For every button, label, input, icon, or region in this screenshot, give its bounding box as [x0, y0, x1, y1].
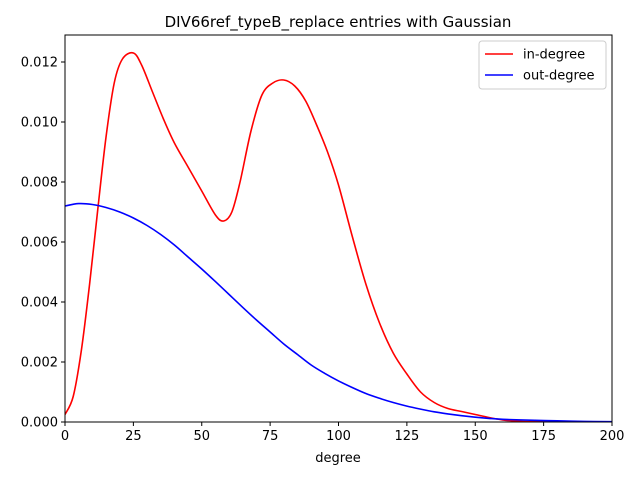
x-tick-label: 200	[600, 429, 625, 444]
legend-label-in-degree: in-degree	[523, 48, 585, 63]
y-tick-label: 0.004	[21, 296, 58, 311]
legend-label-out-degree: out-degree	[523, 69, 595, 84]
legend: in-degree out-degree	[478, 40, 607, 90]
x-tick-label: 25	[125, 429, 142, 444]
chart-title: DIV66ref_typeB_replace entries with Gaus…	[165, 13, 512, 32]
y-axis: 0.000 0.002 0.004 0.006 0.008 0.010 0.012	[21, 56, 65, 431]
y-tick-label: 0.002	[21, 356, 58, 371]
x-tick-label: 125	[394, 429, 419, 444]
y-tick-label: 0.010	[21, 116, 58, 131]
x-tick-label: 75	[262, 429, 279, 444]
x-axis: 0 25 50 75 100 125 150 175 200	[61, 422, 625, 444]
legend-box	[478, 40, 607, 90]
x-tick-label: 150	[463, 429, 488, 444]
x-axis-label: degree	[315, 451, 361, 466]
x-tick-label: 175	[531, 429, 556, 444]
y-tick-label: 0.008	[21, 176, 58, 191]
y-tick-label: 0.012	[21, 56, 58, 71]
x-tick-label: 0	[61, 429, 69, 444]
x-tick-label: 100	[326, 429, 351, 444]
x-tick-label: 50	[193, 429, 210, 444]
series-line-in-degree	[65, 51, 612, 422]
y-tick-label: 0.006	[21, 236, 58, 251]
series-line-out-degree	[65, 202, 612, 422]
y-tick-label: 0.000	[21, 416, 58, 431]
